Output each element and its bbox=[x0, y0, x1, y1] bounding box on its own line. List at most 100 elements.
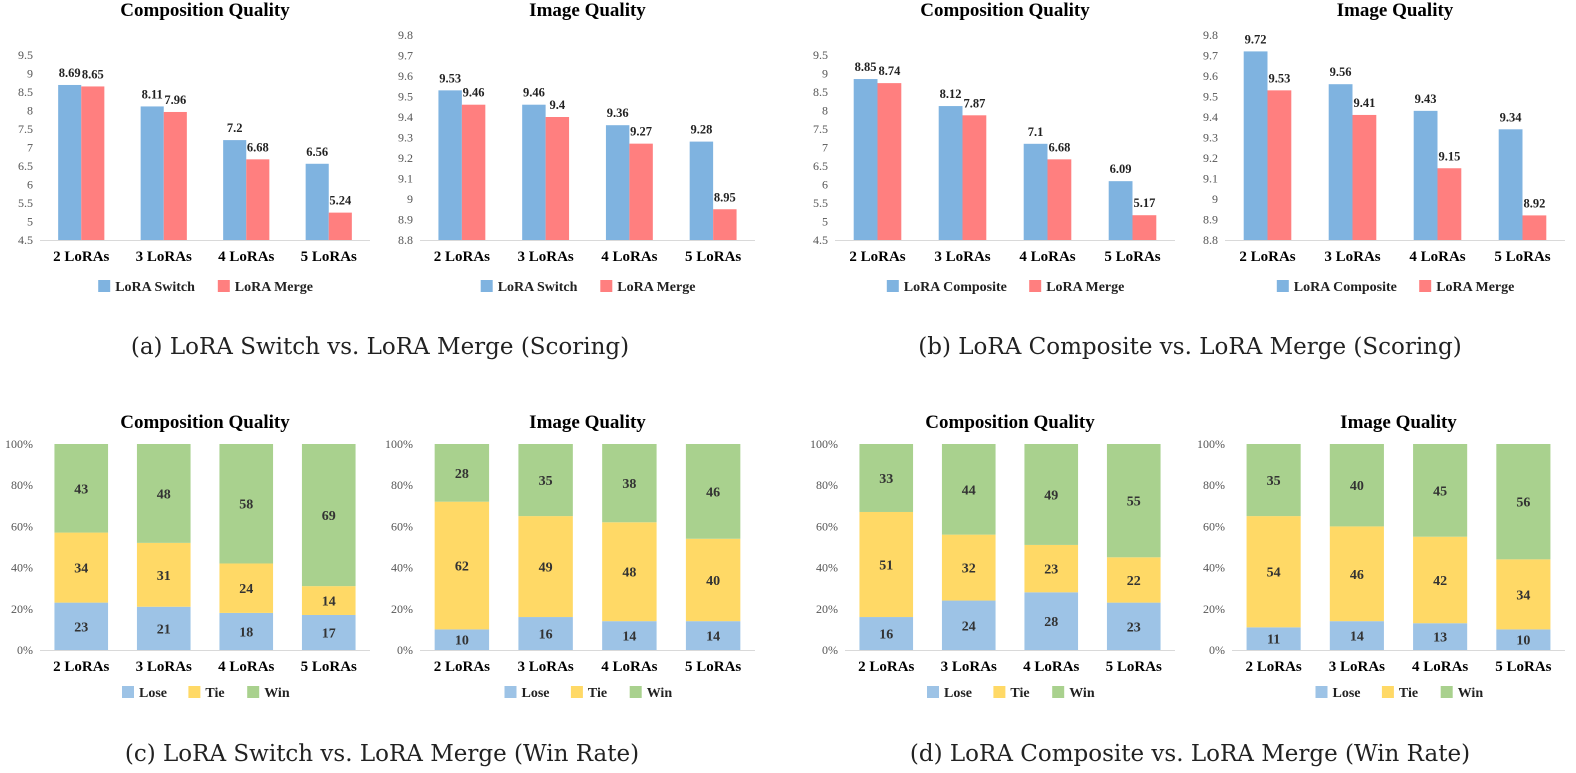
data-label: 23 bbox=[1044, 563, 1058, 578]
data-label: 45 bbox=[1433, 484, 1447, 499]
data-label: 32 bbox=[962, 562, 976, 577]
bar-segment bbox=[54, 602, 109, 650]
y-tick-label: 20% bbox=[816, 602, 838, 616]
bar-segment bbox=[859, 444, 914, 512]
y-tick-label: 0% bbox=[17, 643, 33, 657]
chart-title: Image Quality bbox=[529, 412, 646, 433]
legend-label: LoRA Composite bbox=[1294, 280, 1397, 295]
data-label: 34 bbox=[74, 562, 88, 577]
y-tick-label: 9 bbox=[27, 67, 33, 81]
y-tick-label: 9.3 bbox=[398, 131, 413, 145]
data-label: 9.15 bbox=[1438, 149, 1460, 163]
data-label: 69 bbox=[322, 509, 336, 524]
legend-label: Win bbox=[1069, 686, 1095, 701]
y-tick-label: 6 bbox=[27, 178, 33, 192]
legend-swatch bbox=[122, 686, 134, 698]
legend-swatch bbox=[188, 686, 201, 698]
y-tick-label: 9.1 bbox=[1203, 172, 1218, 186]
data-label: 7.2 bbox=[227, 121, 243, 135]
y-tick-label: 20% bbox=[11, 602, 33, 616]
y-tick-label: 9.3 bbox=[1203, 131, 1218, 145]
bar-segment bbox=[941, 600, 996, 650]
y-tick-label: 4.5 bbox=[813, 233, 828, 247]
data-label: 35 bbox=[1267, 474, 1281, 489]
legend-swatch bbox=[98, 280, 111, 292]
y-tick-label: 80% bbox=[391, 478, 413, 492]
chart-title: Composition Quality bbox=[120, 412, 290, 433]
data-label: 28 bbox=[455, 467, 469, 482]
x-tick-label: 5 LoRAs bbox=[685, 659, 741, 675]
chart-title: Composition Quality bbox=[925, 412, 1095, 433]
bar bbox=[328, 212, 352, 240]
data-label: 24 bbox=[962, 619, 976, 634]
bar-segment bbox=[685, 444, 741, 539]
y-tick-label: 100% bbox=[5, 437, 33, 451]
data-label: 31 bbox=[157, 569, 171, 584]
data-label: 14 bbox=[706, 630, 720, 645]
legend-label: LoRA Composite bbox=[904, 280, 1007, 295]
y-tick-label: 6.5 bbox=[18, 159, 33, 173]
legend-swatch bbox=[480, 280, 493, 292]
legend-label: Win bbox=[1458, 686, 1484, 701]
bar-segment bbox=[1246, 444, 1301, 517]
data-label: 42 bbox=[1433, 574, 1447, 589]
bar-segment bbox=[859, 511, 914, 618]
bar-segment bbox=[434, 629, 490, 650]
data-label: 14 bbox=[322, 595, 336, 610]
legend-swatch bbox=[1440, 686, 1453, 698]
legend-swatch bbox=[1381, 686, 1394, 698]
legend-swatch bbox=[1419, 280, 1432, 292]
data-label: 34 bbox=[1516, 588, 1530, 603]
data-label: 8.92 bbox=[1523, 196, 1545, 210]
data-label: 23 bbox=[74, 620, 88, 635]
data-label: 8.85 bbox=[855, 60, 877, 74]
bar-segment bbox=[1496, 629, 1551, 650]
chart-a-composition: Composition Quality 4.5 5 5.5 6 6.5 7 7.5 8 8.5 9 9… bbox=[18, 0, 370, 295]
legend-swatch bbox=[1029, 280, 1042, 292]
bar bbox=[223, 140, 247, 240]
legend-swatch bbox=[1315, 686, 1328, 698]
bar-segment bbox=[602, 444, 657, 523]
bar-segment bbox=[1496, 559, 1551, 630]
y-tick-label: 9 bbox=[1212, 192, 1218, 206]
legend-label: Win bbox=[264, 686, 290, 701]
data-label: 55 bbox=[1127, 495, 1141, 510]
x-tick-label: 3 LoRAs bbox=[941, 659, 997, 675]
y-tick-label: 9 bbox=[822, 67, 828, 81]
y-tick-label: 5 bbox=[27, 215, 33, 229]
data-label: 6.56 bbox=[306, 145, 328, 159]
data-label: 48 bbox=[157, 487, 171, 502]
y-tick-label: 9.5 bbox=[813, 48, 828, 62]
bar bbox=[1023, 143, 1048, 240]
data-label: 8.12 bbox=[940, 87, 962, 101]
y-tick-label: 9.4 bbox=[1203, 110, 1218, 124]
data-label: 48 bbox=[622, 566, 636, 581]
x-tick-label: 4 LoRAs bbox=[1409, 249, 1465, 265]
bar-segment bbox=[1246, 627, 1301, 650]
bar bbox=[81, 86, 105, 240]
legend-label: Lose bbox=[944, 686, 972, 701]
y-tick-label: 60% bbox=[816, 519, 838, 533]
y-tick-label: 6.5 bbox=[813, 159, 828, 173]
legend: LoRA Switch LoRA Merge bbox=[98, 280, 313, 295]
y-tick-label: 8.5 bbox=[18, 85, 33, 99]
data-label: 23 bbox=[1127, 620, 1141, 635]
bar bbox=[438, 90, 462, 240]
bar-segment bbox=[136, 606, 191, 650]
legend-label: Lose bbox=[139, 686, 167, 701]
x-tick-label: 4 LoRAs bbox=[218, 249, 274, 265]
bar bbox=[853, 79, 878, 240]
y-tick-label: 8.8 bbox=[1203, 233, 1218, 247]
bar bbox=[305, 163, 329, 240]
data-label: 9.46 bbox=[463, 86, 485, 100]
bar-segment bbox=[1496, 444, 1551, 560]
legend-label: LoRA Switch bbox=[498, 280, 578, 295]
data-label: 56 bbox=[1516, 496, 1530, 511]
bar bbox=[1437, 168, 1462, 240]
bar-segment bbox=[1329, 444, 1384, 527]
bar bbox=[877, 83, 902, 241]
caption-a: (a) LoRA Switch vs. LoRA Merge (Scoring) bbox=[131, 334, 629, 360]
caption-d: (d) LoRA Composite vs. LoRA Merge (Win R… bbox=[910, 741, 1470, 767]
bar-segment bbox=[1246, 516, 1301, 628]
chart-d-composition: Composition Quality 0% 20% 40% 60% 80% 100% 2 L… bbox=[810, 412, 1175, 701]
